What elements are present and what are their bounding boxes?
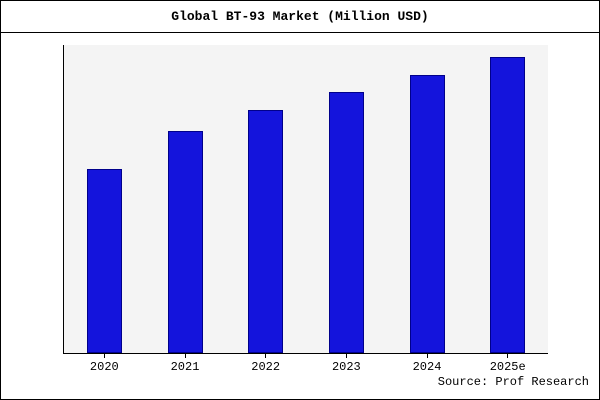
- bar-2022: [248, 110, 284, 353]
- tick-mark: [426, 354, 428, 358]
- tick-mark: [345, 354, 347, 358]
- x-axis-labels: 2020 2021 2022 2023 2024 2025e: [64, 354, 548, 374]
- x-axis-label: 2024: [412, 360, 442, 374]
- x-axis-label: 2020: [89, 360, 119, 374]
- bar-2021: [167, 130, 203, 353]
- x-axis-label: 2021: [170, 360, 200, 374]
- bar-column-2020: [64, 45, 145, 353]
- x-tick-cell-2022: 2022: [225, 354, 306, 374]
- tick-mark: [265, 354, 267, 358]
- tick-mark: [507, 354, 509, 358]
- x-tick-cell-2024: 2024: [387, 354, 468, 374]
- x-axis-label: 2023: [331, 360, 361, 374]
- x-tick-cell-2021: 2021: [145, 354, 226, 374]
- tick-mark: [184, 354, 186, 358]
- bar-column-2025e: [467, 45, 548, 353]
- tick-mark: [103, 354, 105, 358]
- bar-column-2023: [306, 45, 387, 353]
- bar-2023: [328, 92, 364, 353]
- chart-title: Global BT-93 Market (Million USD): [1, 1, 599, 33]
- x-tick-cell-2020: 2020: [64, 354, 145, 374]
- bar-column-2022: [225, 45, 306, 353]
- bar-column-2021: [145, 45, 226, 353]
- x-axis-label: 2022: [251, 360, 281, 374]
- bar-2020: [86, 169, 122, 353]
- bar-column-2024: [387, 45, 468, 353]
- source-text: Source: Prof Research: [437, 375, 589, 389]
- bar-2024: [409, 74, 445, 353]
- bar-2025e: [490, 56, 526, 353]
- x-tick-cell-2023: 2023: [306, 354, 387, 374]
- x-tick-cell-2025e: 2025e: [467, 354, 548, 374]
- x-axis-label: 2025e: [489, 360, 526, 374]
- plot-area: [63, 45, 548, 354]
